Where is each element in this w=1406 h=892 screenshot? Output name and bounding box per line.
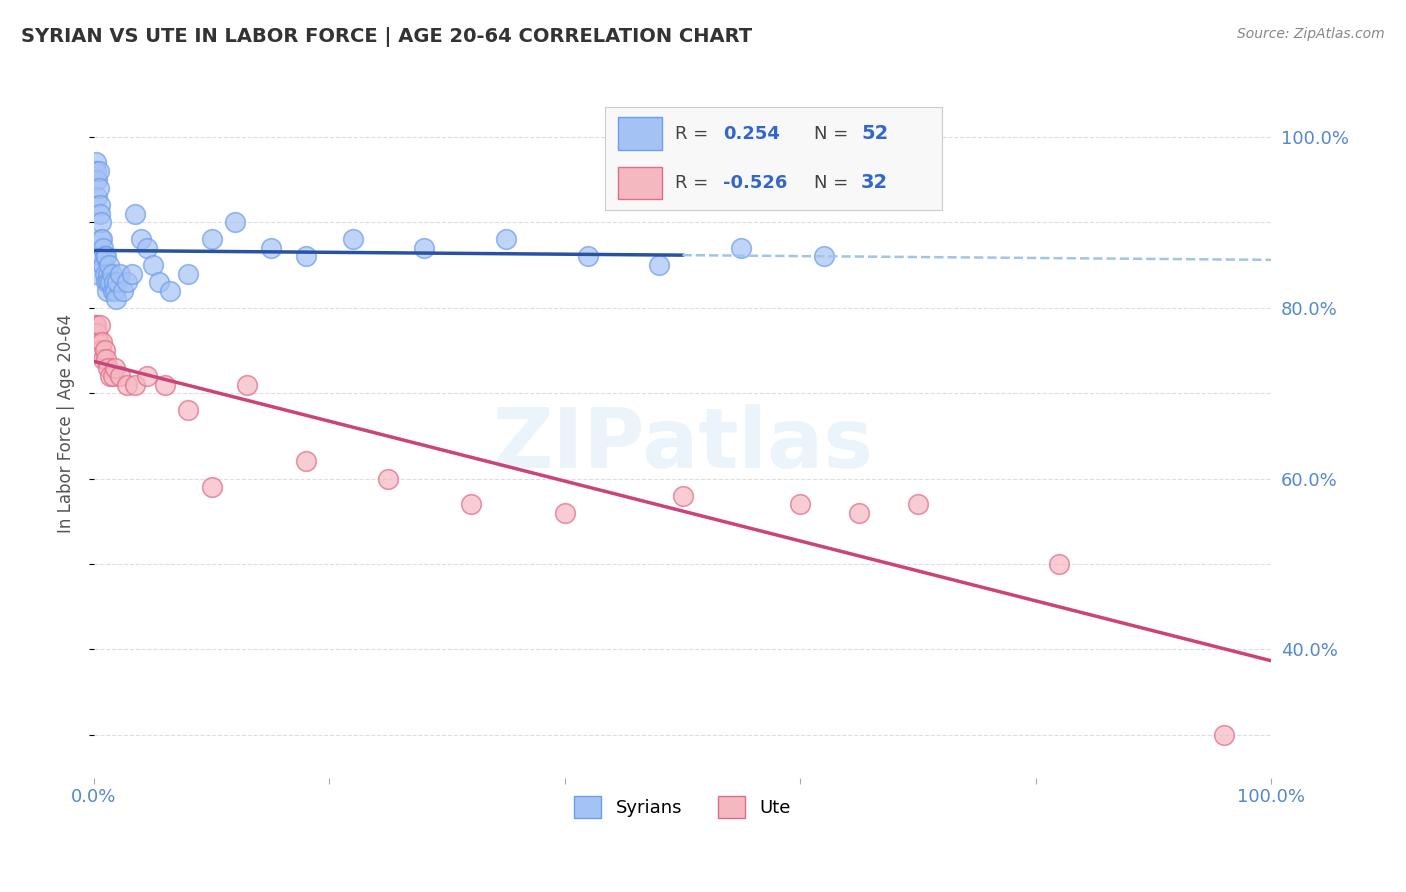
Text: -0.526: -0.526 [723,174,787,192]
Point [100,267,122,281]
Point [124,377,146,392]
Point [135,241,157,255]
Point [124,207,146,221]
Point [86,172,108,186]
Point [87,334,110,349]
Point [177,403,200,417]
Point [224,215,246,229]
Text: SYRIAN VS UTE IN LABOR FORCE | AGE 20-64 CORRELATION CHART: SYRIAN VS UTE IN LABOR FORCE | AGE 20-64… [21,27,752,46]
Point [89,198,111,212]
Point [87,164,110,178]
Point [84,164,107,178]
Point [84,155,107,169]
Point [91,250,114,264]
Text: Source: ZipAtlas.com: Source: ZipAtlas.com [1237,27,1385,41]
Point [93,250,115,264]
Point [101,369,124,384]
FancyBboxPatch shape [619,118,662,150]
Point [84,318,107,332]
Point [104,284,127,298]
Text: N =: N = [814,125,853,143]
Point [135,369,157,384]
Point [107,275,129,289]
Point [554,506,576,520]
Point [97,360,120,375]
Legend: Syrians, Ute: Syrians, Ute [567,789,799,825]
Point [129,232,152,246]
Text: N =: N = [814,174,853,192]
Point [377,472,399,486]
Point [108,267,131,281]
Point [101,284,124,298]
Text: ZIPatlas: ZIPatlas [492,404,873,485]
Point [100,275,122,289]
Point [295,250,318,264]
Point [93,241,115,255]
Point [648,258,671,272]
Point [1213,728,1236,742]
Text: 52: 52 [860,124,889,144]
Text: R =: R = [675,125,714,143]
Point [84,318,107,332]
Point [98,258,121,272]
Point [177,267,200,281]
Point [94,351,117,366]
Point [730,241,752,255]
Point [97,275,120,289]
Point [236,377,259,392]
Point [105,292,128,306]
Point [295,454,318,468]
Point [86,326,108,341]
Point [97,267,120,281]
Point [108,369,131,384]
Point [84,267,107,281]
Point [103,275,125,289]
Point [259,241,281,255]
Point [104,360,127,375]
Point [121,267,143,281]
Point [412,241,434,255]
Point [89,318,111,332]
Point [94,275,117,289]
Point [789,497,811,511]
Text: 0.254: 0.254 [723,125,779,143]
Point [495,232,517,246]
Point [115,377,138,392]
Point [93,351,115,366]
Point [86,189,108,203]
Point [91,334,114,349]
Point [1047,557,1070,571]
FancyBboxPatch shape [619,167,662,199]
Point [91,232,114,246]
Point [159,284,181,298]
Point [813,250,835,264]
Point [848,506,870,520]
Point [87,181,110,195]
Point [460,497,482,511]
Point [96,284,118,298]
Point [907,497,929,511]
Point [201,232,224,246]
Y-axis label: In Labor Force | Age 20-64: In Labor Force | Age 20-64 [58,313,75,533]
Point [93,258,115,272]
Point [93,343,115,358]
Text: R =: R = [675,174,714,192]
Point [115,275,138,289]
Point [90,343,112,358]
Point [112,284,135,298]
Text: 32: 32 [860,173,889,193]
Point [142,258,165,272]
Point [153,377,176,392]
Point [671,489,693,503]
Point [576,250,599,264]
Point [89,207,111,221]
Point [148,275,170,289]
Point [100,369,122,384]
Point [93,267,115,281]
Point [90,232,112,246]
Point [90,215,112,229]
Point [342,232,364,246]
Point [201,480,224,494]
Point [94,250,117,264]
